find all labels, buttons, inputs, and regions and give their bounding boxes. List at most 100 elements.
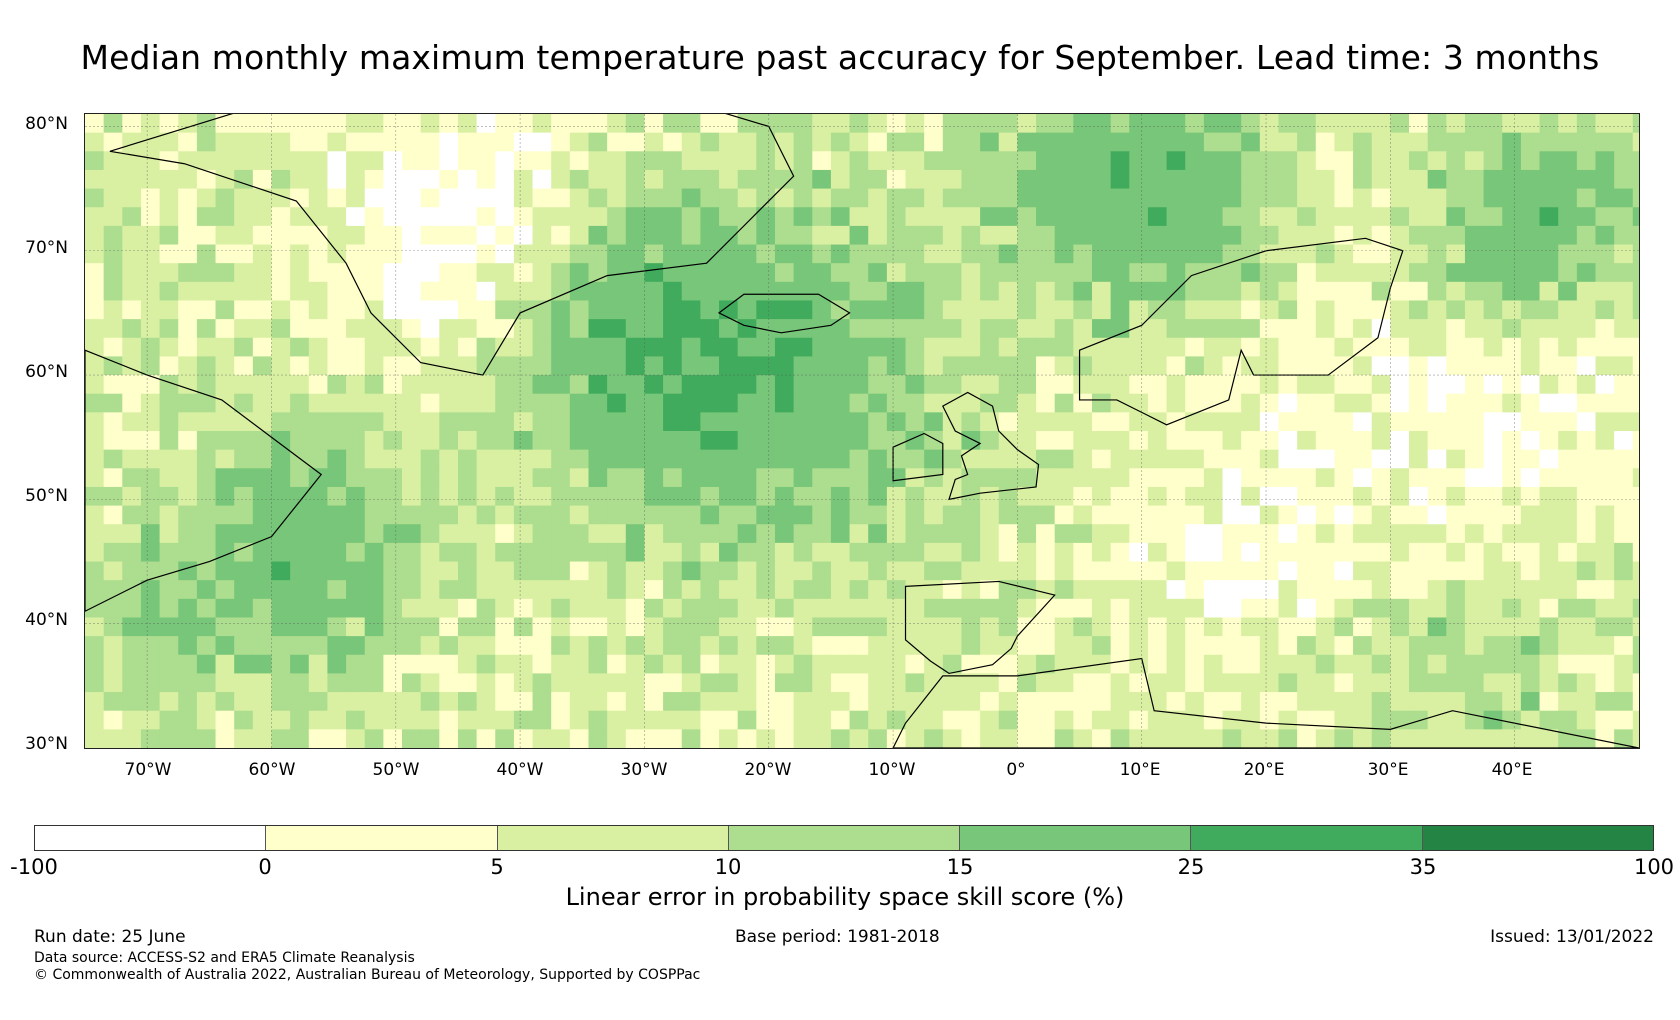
grid-cell (1241, 207, 1261, 227)
grid-cell (85, 598, 105, 618)
grid-cell (1371, 188, 1391, 208)
grid-cell (1017, 654, 1037, 674)
grid-cell (402, 542, 422, 563)
grid-cell (271, 151, 291, 171)
grid-cell (663, 337, 683, 357)
grid-cell (1203, 207, 1224, 227)
grid-cell (663, 617, 683, 637)
grid-cell (308, 225, 328, 246)
grid-cell (998, 542, 1018, 563)
grid-cell (215, 617, 235, 637)
colorbar-segment (960, 826, 1192, 850)
grid-cell (439, 132, 459, 152)
grid-cell (961, 654, 981, 674)
grid-cell (681, 431, 701, 451)
grid-cell (924, 524, 944, 544)
grid-cell (234, 636, 254, 656)
grid-cell (924, 151, 944, 171)
grid-cell (103, 132, 123, 152)
grid-cell (85, 449, 105, 469)
grid-cell (1222, 188, 1242, 208)
grid-cell (1297, 114, 1317, 134)
grid-cell (364, 673, 384, 693)
grid-cell (1129, 580, 1149, 600)
grid-cell (868, 580, 888, 600)
grid-cell (1558, 412, 1578, 432)
grid-cell (457, 169, 478, 190)
grid-cell (1036, 356, 1056, 376)
grid-cell (569, 375, 589, 395)
grid-cell (327, 263, 347, 283)
grid-cell (1520, 654, 1541, 674)
grid-cell (793, 319, 813, 339)
grid-cell (569, 449, 589, 469)
grid-cell (924, 729, 944, 748)
grid-cell (663, 151, 683, 171)
grid-cell (402, 169, 422, 190)
grid-cell (905, 654, 925, 674)
grid-cell (924, 188, 944, 208)
grid-cell (1054, 188, 1074, 208)
grid-cell (812, 449, 832, 469)
grid-cell (1203, 542, 1224, 563)
grid-cell (569, 654, 589, 674)
grid-cell (364, 188, 384, 208)
grid-cell (1371, 114, 1391, 134)
grid-cell (607, 580, 627, 600)
grid-cell (1315, 169, 1335, 190)
grid-cell (383, 151, 403, 171)
grid-cell (122, 319, 142, 339)
grid-cell (588, 188, 608, 208)
grid-cell (830, 524, 851, 544)
grid-cell (513, 263, 534, 283)
grid-cell (607, 375, 627, 395)
grid-cell (886, 692, 907, 712)
grid-cell (1614, 169, 1634, 190)
grid-cell (1259, 151, 1279, 171)
grid-cell (1017, 337, 1037, 357)
grid-cell (1091, 337, 1112, 357)
grid-cell (588, 524, 608, 544)
grid-cell (1390, 300, 1410, 320)
grid-cell (681, 449, 701, 469)
grid-cell (868, 375, 888, 395)
grid-cell (532, 169, 552, 190)
grid-cell (513, 300, 534, 320)
grid-cell (849, 598, 869, 618)
grid-cell (924, 393, 944, 413)
grid-cell (868, 505, 888, 525)
grid-cell (122, 132, 142, 152)
grid-cell (178, 281, 198, 301)
grid-cell (961, 505, 981, 525)
grid-cell (998, 505, 1018, 525)
grid-cell (1278, 692, 1298, 712)
grid-cell (1446, 524, 1466, 544)
grid-cell (1147, 244, 1168, 264)
grid-cell (1483, 692, 1503, 712)
grid-cell (1427, 524, 1447, 544)
grid-cell (644, 375, 664, 395)
grid-cell (905, 412, 925, 432)
grid-cell (196, 393, 217, 413)
grid-cell (159, 486, 179, 507)
grid-cell (1073, 207, 1093, 227)
grid-cell (1390, 356, 1410, 376)
grid-cell (607, 449, 627, 469)
grid-cell (942, 654, 962, 674)
grid-cell (663, 729, 683, 748)
grid-cell (961, 636, 981, 656)
grid-cell (1409, 729, 1429, 748)
grid-cell (364, 300, 384, 320)
grid-cell (1632, 505, 1639, 525)
grid-cell (1017, 356, 1037, 376)
grid-cell (1203, 561, 1224, 581)
grid-cell (308, 412, 328, 432)
grid-cell (1483, 393, 1503, 413)
grid-cell (551, 580, 571, 600)
grid-cell (196, 281, 217, 301)
grid-cell (961, 300, 981, 320)
grid-cell (905, 729, 925, 748)
grid-cell (793, 375, 813, 395)
grid-cell (1595, 337, 1615, 357)
grid-cell (1576, 524, 1596, 544)
